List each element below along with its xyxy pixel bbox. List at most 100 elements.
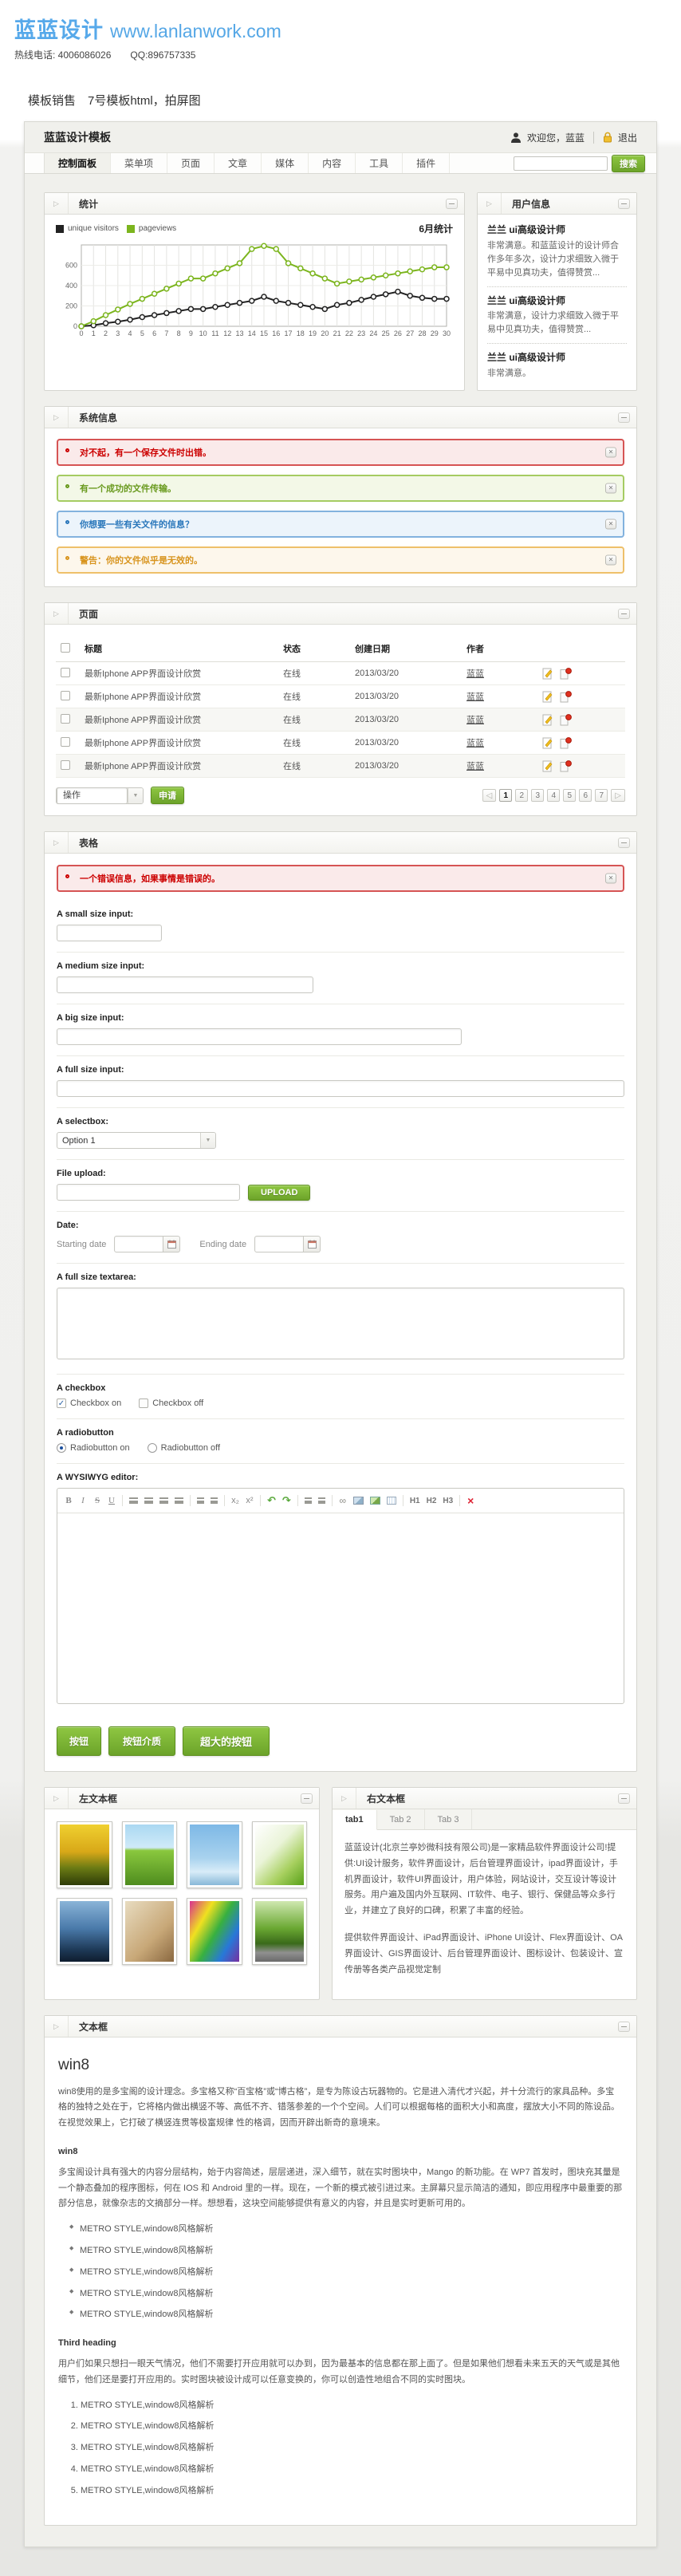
- author-link[interactable]: 蓝蓝: [466, 739, 484, 749]
- logout-link[interactable]: 退出: [617, 132, 637, 144]
- medium-button[interactable]: 按钮介质: [108, 1726, 176, 1757]
- bulk-action-select[interactable]: 操作 ▼: [56, 787, 144, 804]
- radio-on[interactable]: Radiobutton on: [57, 1443, 130, 1454]
- align-right-icon[interactable]: [159, 1497, 168, 1505]
- thumbnail-sky-figure[interactable]: [187, 1821, 242, 1889]
- indent-icon[interactable]: [211, 1497, 218, 1505]
- collapse-icon[interactable]: ▷: [333, 1788, 356, 1809]
- tab-3[interactable]: Tab 3: [425, 1809, 473, 1830]
- redo-icon[interactable]: ↷: [281, 1494, 291, 1507]
- minimize-icon[interactable]: [618, 198, 630, 209]
- delete-icon[interactable]: [560, 690, 572, 703]
- collapse-icon[interactable]: ▷: [45, 2016, 69, 2038]
- close-icon[interactable]: ×: [605, 873, 616, 884]
- collapse-icon[interactable]: ▷: [45, 193, 69, 214]
- author-link[interactable]: 蓝蓝: [466, 716, 484, 726]
- delete-icon[interactable]: [560, 713, 572, 726]
- pager-prev-icon[interactable]: ◁: [482, 789, 497, 803]
- nav-tab-pages[interactable]: 页面: [167, 153, 215, 173]
- align-left-icon[interactable]: [129, 1497, 138, 1505]
- h3-icon[interactable]: H3: [443, 1496, 454, 1505]
- start-date-input[interactable]: [114, 1236, 164, 1253]
- thumbnail-sun-rays[interactable]: [57, 1898, 112, 1966]
- nav-tab-menus[interactable]: 菜单项: [111, 153, 168, 173]
- nav-tab-plugins[interactable]: 插件: [403, 153, 451, 173]
- bold-icon[interactable]: B: [65, 1496, 72, 1506]
- underline-icon[interactable]: U: [108, 1496, 115, 1506]
- delete-icon[interactable]: [560, 736, 572, 749]
- calendar-icon[interactable]: [304, 1236, 321, 1253]
- search-input[interactable]: [514, 156, 608, 171]
- subscript-icon[interactable]: x₂: [231, 1496, 239, 1506]
- page-number[interactable]: 3: [531, 789, 545, 803]
- end-date-input[interactable]: [254, 1236, 305, 1253]
- align-justify-icon[interactable]: [175, 1497, 183, 1505]
- strikethrough-icon[interactable]: S: [94, 1496, 100, 1506]
- align-center-icon[interactable]: [144, 1497, 153, 1505]
- edit-icon[interactable]: [542, 737, 553, 749]
- minimize-icon[interactable]: [618, 837, 630, 848]
- tab-1[interactable]: tab1: [333, 1810, 377, 1831]
- big-input[interactable]: [57, 1028, 462, 1046]
- full-input[interactable]: [57, 1080, 624, 1098]
- minimize-icon[interactable]: [618, 412, 630, 423]
- page-number[interactable]: 4: [547, 789, 561, 803]
- tab-2[interactable]: Tab 2: [377, 1809, 425, 1830]
- select-all-checkbox[interactable]: [61, 642, 70, 653]
- page-number[interactable]: 1: [499, 789, 513, 803]
- collapse-icon[interactable]: ▷: [45, 832, 69, 854]
- calendar-icon[interactable]: [163, 1236, 181, 1253]
- table-icon[interactable]: [386, 1497, 396, 1505]
- undo-icon[interactable]: ↶: [267, 1494, 276, 1507]
- upload-button[interactable]: UPLOAD: [248, 1184, 311, 1201]
- pager-next-icon[interactable]: ▷: [611, 789, 625, 803]
- page-number[interactable]: 5: [563, 789, 577, 803]
- h1-icon[interactable]: H1: [409, 1496, 420, 1505]
- radio-off[interactable]: Radiobutton off: [147, 1443, 220, 1454]
- delete-icon[interactable]: [560, 759, 572, 772]
- unordered-list-icon[interactable]: [317, 1497, 325, 1505]
- thumbnail-green-leaf[interactable]: [251, 1821, 307, 1889]
- nav-tab-tools[interactable]: 工具: [356, 153, 403, 173]
- page-number[interactable]: 7: [595, 789, 608, 803]
- edit-icon[interactable]: [542, 760, 553, 772]
- checkbox-on[interactable]: ✓ Checkbox on: [57, 1398, 122, 1409]
- nav-tab-media[interactable]: 媒体: [262, 153, 309, 173]
- collapse-icon[interactable]: ▷: [45, 407, 69, 428]
- large-button[interactable]: 超大的按钮: [183, 1726, 270, 1757]
- link-icon[interactable]: ∞: [339, 1495, 347, 1507]
- superscript-icon[interactable]: x²: [246, 1496, 254, 1506]
- hr-icon[interactable]: [352, 1497, 364, 1505]
- nav-tab-articles[interactable]: 文章: [215, 153, 262, 173]
- checkbox-off[interactable]: Checkbox off: [139, 1398, 203, 1409]
- selectbox[interactable]: Option 1 ▼: [57, 1132, 216, 1150]
- close-icon[interactable]: ×: [605, 554, 616, 566]
- minimize-icon[interactable]: [446, 198, 458, 209]
- row-checkbox[interactable]: [61, 736, 70, 747]
- medium-input[interactable]: [57, 976, 313, 994]
- nav-tab-dashboard[interactable]: 控制面板: [44, 153, 112, 173]
- search-button[interactable]: 搜索: [612, 154, 645, 172]
- collapse-icon[interactable]: ▷: [45, 1788, 69, 1809]
- minimize-icon[interactable]: [618, 2021, 630, 2032]
- collapse-icon[interactable]: ▷: [478, 193, 502, 214]
- thumbnail-forest-road[interactable]: [251, 1898, 307, 1966]
- author-link[interactable]: 蓝蓝: [466, 692, 484, 703]
- row-checkbox[interactable]: [61, 690, 70, 700]
- small-input[interactable]: [57, 925, 162, 942]
- thumbnail-chart-person[interactable]: [121, 1898, 177, 1966]
- delete-icon[interactable]: [560, 667, 572, 680]
- author-link[interactable]: 蓝蓝: [466, 669, 484, 680]
- remove-format-icon[interactable]: ×: [467, 1494, 474, 1508]
- row-checkbox[interactable]: [61, 667, 70, 677]
- italic-icon[interactable]: I: [81, 1496, 85, 1506]
- author-link[interactable]: 蓝蓝: [466, 762, 484, 772]
- image-icon[interactable]: [369, 1497, 380, 1505]
- nav-tab-content[interactable]: 内容: [309, 153, 356, 173]
- edit-icon[interactable]: [542, 691, 553, 703]
- full-textarea[interactable]: [57, 1288, 624, 1360]
- wysiwyg-content-area[interactable]: [57, 1513, 624, 1703]
- ordered-list-icon[interactable]: [304, 1497, 312, 1505]
- page-number[interactable]: 6: [579, 789, 592, 803]
- close-icon[interactable]: ×: [605, 519, 616, 530]
